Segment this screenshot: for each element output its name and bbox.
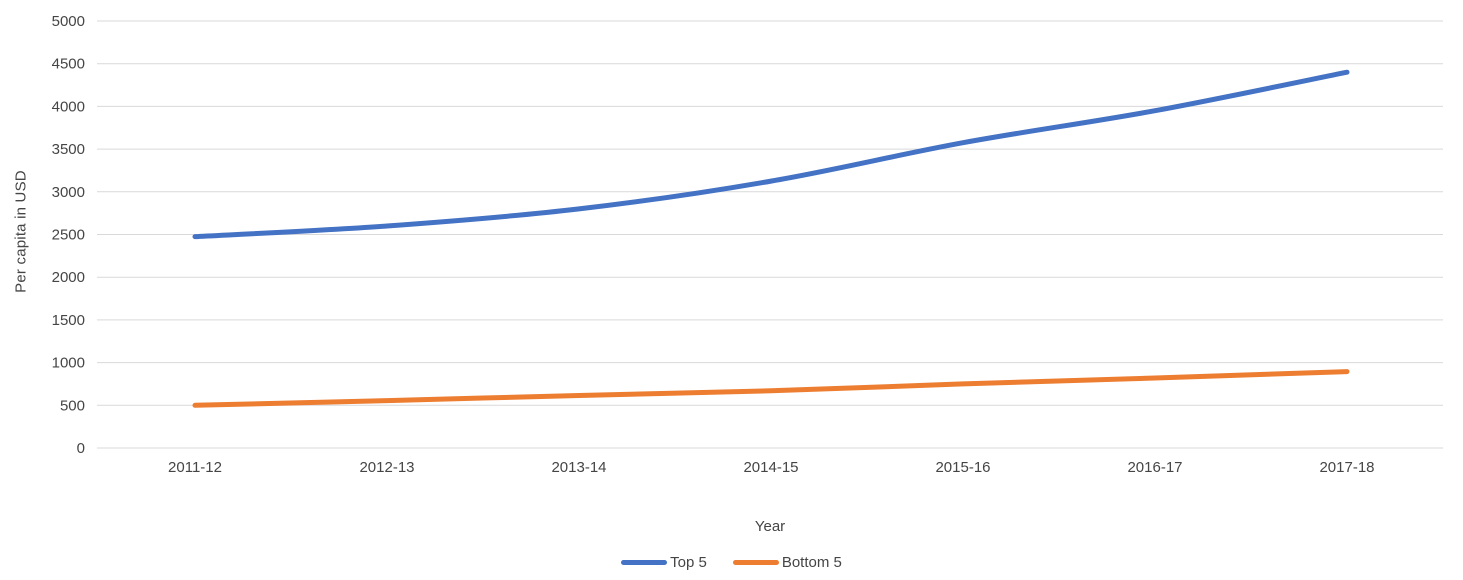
legend-label: Top 5: [670, 554, 707, 571]
x-tick-label-2011-12: 2011-12: [168, 459, 222, 476]
x-axis-title: Year: [754, 518, 786, 535]
y-tick-label-4000: 4000: [52, 98, 85, 115]
y-tick-label-3500: 3500: [52, 141, 85, 158]
y-tick-label-5000: 5000: [52, 13, 85, 30]
y-tick-label-2500: 2500: [52, 227, 85, 244]
x-tick-label-2015-16: 2015-16: [935, 459, 990, 476]
legend-marker-icon: [621, 560, 668, 565]
x-tick-label-2016-17: 2016-17: [1127, 459, 1182, 476]
legend-item-top-5: Top 5: [621, 554, 707, 571]
y-tick-label-500: 500: [60, 397, 85, 414]
legend: Top 5 Bottom 5: [0, 554, 1463, 571]
legend-label: Bottom 5: [781, 554, 842, 571]
series-line-top-5: [192, 69, 1350, 240]
y-tick-label-1500: 1500: [52, 312, 85, 329]
x-tick-label-2013-14: 2013-14: [551, 459, 606, 476]
plot-area: 0 500 1000 1500 2000 2500 3000 3500 4000 4500 5000…: [52, 13, 1443, 476]
y-tick-label-2000: 2000: [52, 269, 85, 286]
x-tick-label-2017-18: 2017-18: [1319, 459, 1374, 476]
y-tick-label-4500: 4500: [52, 56, 85, 73]
x-tick-label-2014-15: 2014-15: [743, 459, 798, 476]
y-axis-title: Per capita in USD: [12, 170, 30, 293]
series-line-bottom-5: [192, 369, 1350, 408]
legend-item-bottom-5: Bottom 5: [732, 554, 842, 571]
x-tick-label-2012-13: 2012-13: [359, 459, 414, 476]
y-tick-label-1000: 1000: [52, 355, 85, 372]
legend-marker-icon: [732, 560, 779, 565]
y-tick-label-3000: 3000: [52, 184, 85, 201]
y-tick-label-0: 0: [77, 440, 85, 457]
